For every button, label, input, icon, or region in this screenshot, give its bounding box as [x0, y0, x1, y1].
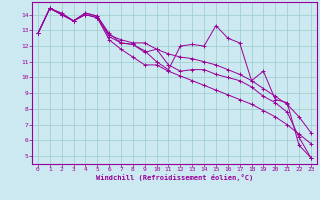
X-axis label: Windchill (Refroidissement éolien,°C): Windchill (Refroidissement éolien,°C) [96, 174, 253, 181]
